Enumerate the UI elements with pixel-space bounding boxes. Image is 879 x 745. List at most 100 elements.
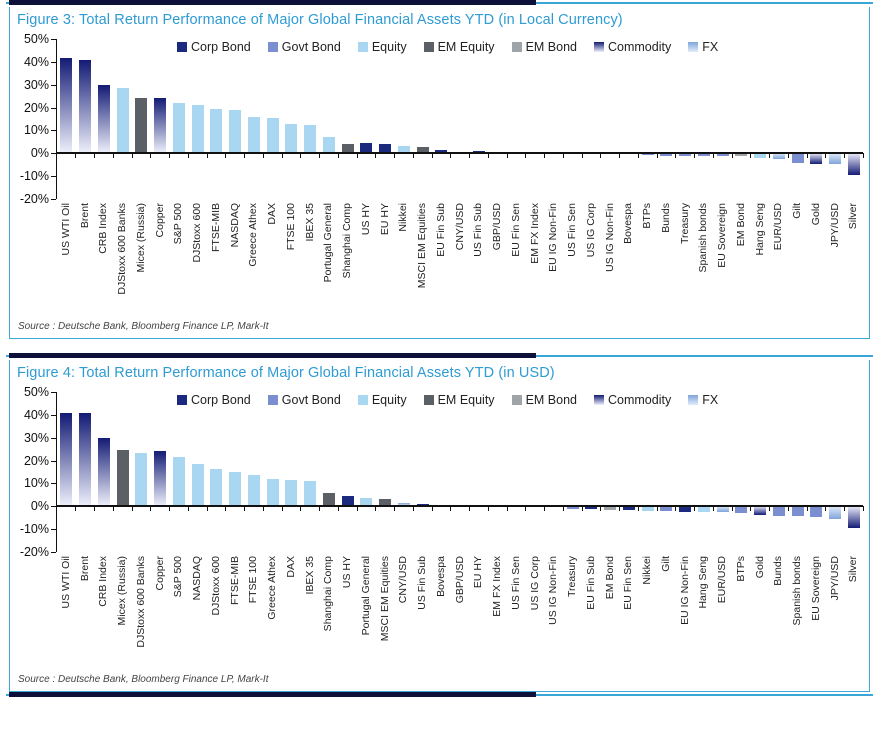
legend-label: EM Bond <box>525 40 577 54</box>
x-label-cell: EU Fin Sub <box>432 203 451 317</box>
bar-slot <box>57 39 77 199</box>
x-label: CRB Index <box>97 203 110 254</box>
x-label: US IG Non-Fin <box>547 556 560 625</box>
x-tick-mark <box>525 506 527 512</box>
x-tick-mark <box>375 506 377 512</box>
x-label-cell: Hang Seng <box>751 203 770 317</box>
x-tick-mark <box>150 506 152 512</box>
x-label-cell: Hang Seng <box>695 556 714 670</box>
x-label-cell: MSCI EM Equities <box>376 556 395 670</box>
bar-slot <box>188 39 208 199</box>
x-label: Gold <box>753 556 766 579</box>
bar-slot <box>395 39 414 199</box>
bar <box>416 503 429 507</box>
x-label-cell: DAX <box>263 203 282 317</box>
y-tick-mark <box>51 392 56 393</box>
y-tick-label: 40% <box>23 407 49 422</box>
x-label: CRB Index <box>97 556 110 607</box>
bar <box>360 143 373 154</box>
x-tick-mark <box>619 506 620 512</box>
x-tick-mark <box>844 153 845 159</box>
y-tick-mark <box>51 414 56 416</box>
x-label-cell: EU Fin Sen <box>620 556 639 670</box>
legend-swatch-corp-bond <box>177 42 187 52</box>
bar-slot <box>395 392 414 552</box>
figure3-source: Source : Deutsche Bank, Bloomberg Financ… <box>18 321 269 332</box>
figure4-x-labels: US WTI Oil Brent CRB Index Micex (Russia) DJ… <box>57 556 863 670</box>
x-label-cell: US Fin Sen <box>563 203 582 317</box>
x-label-cell: DAX <box>282 556 301 670</box>
legend-item: FX <box>688 40 718 54</box>
bar-slot <box>320 392 339 552</box>
x-label: EU Sovereign <box>809 556 822 621</box>
x-tick-mark <box>319 153 320 159</box>
x-label: US IG Corp <box>584 203 597 258</box>
x-label-cell: Micex (Russia) <box>132 203 151 317</box>
x-label-cell: US HY <box>338 556 357 670</box>
y-tick-label: 50% <box>23 32 49 46</box>
x-label: BTPs <box>734 556 747 582</box>
x-label-cell: Treasury <box>676 203 695 317</box>
bar-slot <box>470 39 489 199</box>
x-label: Portugal General <box>359 556 372 636</box>
y-tick-mark <box>51 506 56 508</box>
y-tick-label: 20% <box>23 100 49 115</box>
x-label-cell: Copper <box>151 556 170 670</box>
x-tick-mark <box>187 153 189 159</box>
x-tick-mark <box>112 153 114 159</box>
x-label: US WTI Oil <box>59 556 72 609</box>
bar <box>116 450 129 507</box>
legend-label: Govt Bond <box>281 393 341 407</box>
x-label: Bovespa <box>622 203 635 244</box>
x-label: DJStoxx 600 <box>191 203 204 263</box>
x-label: Silver <box>847 203 860 230</box>
bar <box>660 506 673 512</box>
bar-slot <box>676 39 695 199</box>
x-tick-mark <box>637 153 639 159</box>
legend-swatch-govt-bond <box>267 395 278 405</box>
x-label-cell: BTPs <box>638 203 657 317</box>
legend-label: Corp Bond <box>191 393 251 407</box>
figure4-legend: Corp Bond Govt Bond Equity EM Equity EM Bond… <box>177 393 718 407</box>
x-label: IBEX 35 <box>303 556 316 595</box>
x-label-cell: US HY <box>357 203 376 317</box>
navy-rule-line <box>9 353 537 358</box>
bar-slot <box>713 392 733 552</box>
x-tick-mark <box>506 153 508 159</box>
top-rule <box>0 0 879 7</box>
legend-item: Corp Bond <box>177 40 251 54</box>
x-label: S&P 500 <box>172 203 185 245</box>
x-label-cell: Gold <box>807 203 826 317</box>
bar <box>79 412 92 507</box>
bar <box>60 58 73 154</box>
bar <box>622 506 635 511</box>
bar <box>697 153 710 157</box>
x-label: FTSE-MIB <box>209 203 222 252</box>
x-label-cell: Nikkei <box>638 556 657 670</box>
bar-slot <box>826 39 845 199</box>
x-label: EU Fin Sen <box>509 203 522 257</box>
bar <box>229 109 242 154</box>
bar <box>97 437 110 507</box>
bar-slot <box>413 39 433 199</box>
x-tick-mark <box>825 153 827 159</box>
bar <box>379 144 392 154</box>
x-label: FTSE-MIB <box>228 556 241 605</box>
bar-slot <box>320 39 339 199</box>
y-tick-label: -20% <box>19 192 49 206</box>
y-tick-label: 40% <box>23 54 49 69</box>
bar <box>229 472 242 507</box>
figure4-title: Figure 4: Total Return Performance of Ma… <box>17 365 555 381</box>
x-label-cell: CRB Index <box>95 556 114 670</box>
bar <box>754 506 767 515</box>
x-tick-mark <box>431 153 433 159</box>
figure3-plot-area: Corp Bond Govt Bond Equity EM Equity EM Bond… <box>56 39 864 199</box>
x-tick-mark <box>487 506 489 512</box>
y-tick-mark <box>51 84 56 86</box>
x-label: Micex (Russia) <box>134 203 147 273</box>
bar <box>772 153 785 160</box>
bar <box>641 153 654 156</box>
figure3-chart: 50% 40% 30% 20% 10% 0% -10% -20% Corp Bond Govt … <box>14 32 864 206</box>
x-tick-mark <box>581 506 583 512</box>
